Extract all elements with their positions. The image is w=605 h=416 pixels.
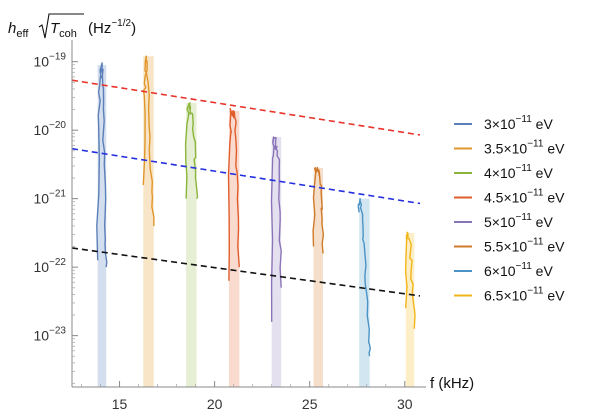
legend-label-8: 6.5×10−11 eV <box>484 286 565 304</box>
dashed-line-2 <box>71 147 421 205</box>
sqrt-symbol <box>38 13 84 39</box>
series-line-4 <box>227 107 240 281</box>
x-tick-label: 25 <box>302 396 318 412</box>
x-axis-title: f (kHz) <box>430 375 474 392</box>
band-8 <box>405 232 415 387</box>
series-line-8 <box>404 231 416 329</box>
x-tick-label: 15 <box>112 396 128 412</box>
series-line-3 <box>184 102 199 199</box>
series-line-6 <box>312 166 325 254</box>
legend-label-1: 3×10−11 eV <box>484 114 553 132</box>
band-6 <box>313 167 324 387</box>
y-tick-label: 10−20 <box>33 120 66 138</box>
y-tick-label: 10−22 <box>33 257 66 275</box>
legend-label-4: 4.5×10−11 eV <box>484 188 565 206</box>
y-axis-label-t: Tcoh <box>50 20 77 40</box>
y-tick-label: 10−23 <box>33 326 66 344</box>
band-2 <box>143 56 154 388</box>
series-line-2 <box>142 55 155 227</box>
band-3 <box>186 102 197 388</box>
series-line-7 <box>357 198 371 357</box>
y-tick-label: 10−21 <box>33 189 66 207</box>
band-7 <box>359 198 370 387</box>
axes: 15 20 25 30 f (kHz) 10−19 10−20 10−21 10−22 10−23 <box>33 40 474 412</box>
band-1 <box>97 65 107 387</box>
dashed-line-3 <box>71 247 421 297</box>
x-tick-label: 20 <box>207 396 223 412</box>
series-lines <box>96 55 416 357</box>
series-line-1 <box>96 62 108 268</box>
legend-label-2: 3.5×10−11 eV <box>484 139 565 157</box>
legend: 3×10−11 eV 3.5×10−11 eV 4×10−11 eV 4.5×10−1… <box>454 114 565 304</box>
frequency-bands <box>97 56 415 388</box>
dashed-limit-lines <box>71 79 421 297</box>
band-5 <box>271 137 282 387</box>
series-line-5 <box>270 136 282 322</box>
x-tick-label: 30 <box>397 396 413 412</box>
legend-label-3: 4×10−11 eV <box>484 163 553 181</box>
dashed-line-1 <box>71 79 421 136</box>
band-4 <box>228 111 240 388</box>
legend-label-5: 5×10−11 eV <box>484 212 553 230</box>
y-axis-label-h: heff <box>8 20 29 40</box>
legend-label-7: 6×10−11 eV <box>484 261 553 279</box>
y-tick-label: 10−19 <box>33 52 66 70</box>
y-axis-title: heff Tcoh (Hz−1/2) <box>8 13 136 40</box>
legend-label-6: 5.5×10−11 eV <box>484 237 565 255</box>
y-axis-label-unit: (Hz−1/2) <box>88 18 136 37</box>
